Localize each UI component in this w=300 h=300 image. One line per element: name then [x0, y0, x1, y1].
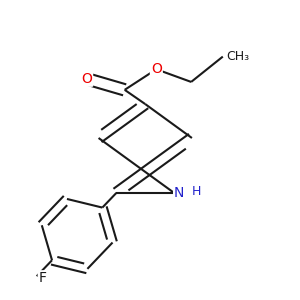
Text: CH₃: CH₃	[226, 50, 249, 63]
Text: F: F	[38, 271, 46, 285]
Text: N: N	[174, 186, 184, 200]
Text: O: O	[151, 62, 162, 76]
Text: O: O	[81, 72, 92, 86]
Text: H: H	[191, 185, 201, 198]
